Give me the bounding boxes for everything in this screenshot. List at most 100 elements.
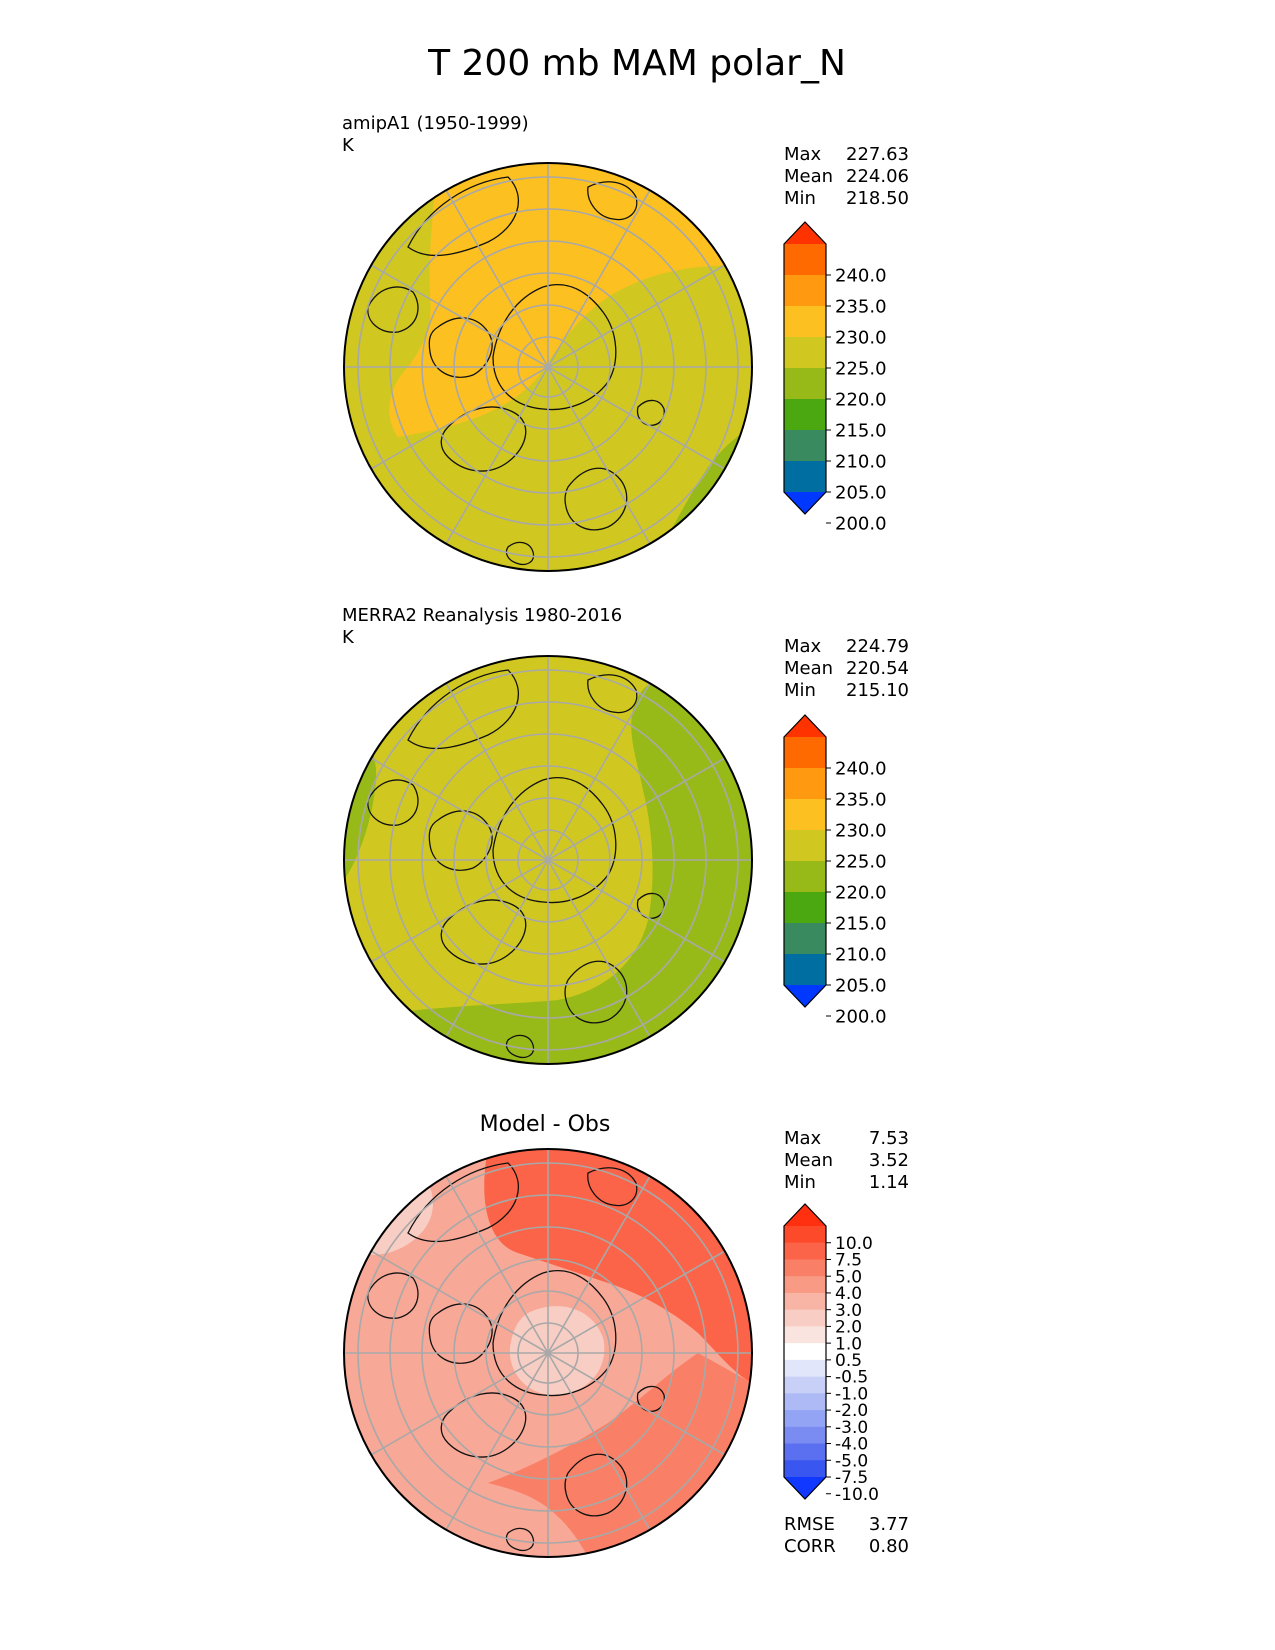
colorbar-tick-label: 235.0 <box>835 789 887 810</box>
colorbar-segment <box>784 1242 826 1261</box>
stat-label: Max <box>784 636 822 657</box>
colorbar-tick-label: -10.0 <box>835 1485 879 1505</box>
stat-label: Mean <box>784 166 833 187</box>
colorbar-tick-label: 220.0 <box>835 389 887 410</box>
score-block: RMSE 3.77 CORR 0.80 <box>784 1514 909 1557</box>
score-label: CORR <box>784 1536 836 1557</box>
colorbar-tick-label: 200.0 <box>835 513 887 534</box>
colorbar-segment <box>784 1393 826 1411</box>
colorbar-extend-max <box>784 222 826 244</box>
colorbar-tick-label: 1.0 <box>835 1334 862 1354</box>
colorbar-segment <box>784 337 826 369</box>
figure-title: T 200 mb MAM polar_N <box>427 43 846 84</box>
colorbar-extend-min <box>784 985 826 1007</box>
colorbar-segment <box>784 1460 826 1478</box>
polar-map <box>344 1149 752 1557</box>
colorbar-tick-label: -2.0 <box>835 1401 868 1421</box>
stat-value: 3.52 <box>869 1150 909 1171</box>
colorbar-segment <box>784 1376 826 1394</box>
colorbar: 10.07.55.04.03.02.01.00.5-0.5-1.0-2.0-3.… <box>783 1203 879 1505</box>
stat-value: 227.63 <box>846 144 909 165</box>
colorbar-tick-label: 5.0 <box>835 1267 862 1287</box>
stats-block: Max 224.79 Mean 220.54 Min 215.10 <box>784 636 909 701</box>
colorbar-tick-label: 210.0 <box>835 944 887 965</box>
panel-difference: Model - Obs Max 7.53 Mean <box>343 1112 909 1558</box>
colorbar-tick-label: 205.0 <box>835 975 887 996</box>
cool-region <box>344 676 752 1064</box>
colorbar: 240.0 235.0 230.0 225.0 220.0 215.0 210.0 205.0… <box>783 714 887 1027</box>
score-label: RMSE <box>784 1514 835 1535</box>
colorbar-extend-max <box>784 1204 826 1226</box>
stat-value: 218.50 <box>846 188 909 209</box>
colorbar-segment <box>784 1326 826 1344</box>
colorbar-segment <box>784 399 826 431</box>
colorbar-tick-label: 0.5 <box>835 1351 862 1371</box>
stat-label: Mean <box>784 1150 833 1171</box>
colorbar-tick-label: 215.0 <box>835 420 887 441</box>
colorbar-segment <box>784 430 826 462</box>
score-value: 0.80 <box>869 1536 909 1557</box>
colorbar-tick-label: 240.0 <box>835 758 887 779</box>
colorbar-tick-label: 2.0 <box>835 1318 862 1338</box>
map-border <box>343 1148 753 1558</box>
stat-label: Min <box>784 188 816 209</box>
colorbar-segment <box>784 768 826 800</box>
colorbar-segment <box>784 830 826 862</box>
colorbar-tick-label: -4.0 <box>835 1435 868 1455</box>
stats-block: Max 7.53 Mean 3.52 Min 1.14 <box>784 1128 909 1193</box>
colorbar-tick-label: 10.0 <box>835 1234 873 1254</box>
stat-label: Min <box>784 1172 816 1193</box>
colorbar-tick-label: -5.0 <box>835 1451 868 1471</box>
max-region <box>484 1149 752 1383</box>
colorbar-tick-label: 235.0 <box>835 296 887 317</box>
colorbar-segment <box>784 1443 826 1461</box>
colorbar-tick-label: 3.0 <box>835 1301 862 1321</box>
colorbar-extend-min <box>784 492 826 514</box>
panel-title: Model - Obs <box>480 1112 611 1137</box>
colorbar-tick-label: -3.0 <box>835 1418 868 1438</box>
colorbar-segment <box>784 892 826 924</box>
stat-label: Max <box>784 1128 822 1149</box>
colorbar-segment <box>784 368 826 400</box>
colorbar-tick-label: 210.0 <box>835 451 887 472</box>
colorbar-segment <box>784 1226 826 1244</box>
panel-title: amipA1 (1950-1999) <box>342 113 529 134</box>
colorbar-segment <box>784 275 826 307</box>
stat-label: Min <box>784 680 816 701</box>
colorbar-tick-label: -7.5 <box>835 1468 868 1488</box>
panel-title: MERRA2 Reanalysis 1980-2016 <box>342 605 622 626</box>
graticule <box>344 163 752 571</box>
score-value: 3.77 <box>869 1514 909 1535</box>
map-border <box>343 162 753 572</box>
stat-value: 224.79 <box>846 636 909 657</box>
colorbar-segment <box>784 1426 826 1445</box>
colorbar-segment <box>784 923 826 955</box>
stat-value: 224.06 <box>846 166 909 187</box>
panel-observation: MERRA2 Reanalysis 1980-2016 K Max 224.79 <box>342 605 909 1065</box>
colorbar-segment <box>784 1410 826 1428</box>
colorbar-tick-label: 200.0 <box>835 1006 887 1027</box>
colorbar-segment <box>784 799 826 831</box>
colorbar-segment <box>784 1343 826 1361</box>
colorbar-segment <box>784 306 826 338</box>
colorbar-tick-label: -1.0 <box>835 1384 868 1404</box>
colorbar-extend-max <box>784 715 826 737</box>
polar-map <box>344 656 752 1064</box>
stats-block: Max 227.63 Mean 224.06 Min 218.50 <box>784 144 909 209</box>
colorbar-segment <box>784 461 826 493</box>
panel-units: K <box>342 627 355 648</box>
colorbar: 240.0 235.0 230.0 225.0 220.0 215.0 210.0 205.0… <box>783 221 887 534</box>
panel-units: K <box>342 135 355 156</box>
panel-model: amipA1 (1950-1999) K Max 227.63 <box>342 113 909 572</box>
colorbar-tick-label: 230.0 <box>835 327 887 348</box>
colorbar-tick-label: -0.5 <box>835 1368 868 1388</box>
colorbar-tick-label: 4.0 <box>835 1284 862 1304</box>
stat-value: 215.10 <box>846 680 909 701</box>
colorbar-tick-label: 205.0 <box>835 482 887 503</box>
colorbar-tick-label: 7.5 <box>835 1251 862 1271</box>
stat-value: 7.53 <box>869 1128 909 1149</box>
graticule <box>344 656 752 1064</box>
colorbar-tick-label: 240.0 <box>835 265 887 286</box>
colorbar-tick-label: 230.0 <box>835 820 887 841</box>
